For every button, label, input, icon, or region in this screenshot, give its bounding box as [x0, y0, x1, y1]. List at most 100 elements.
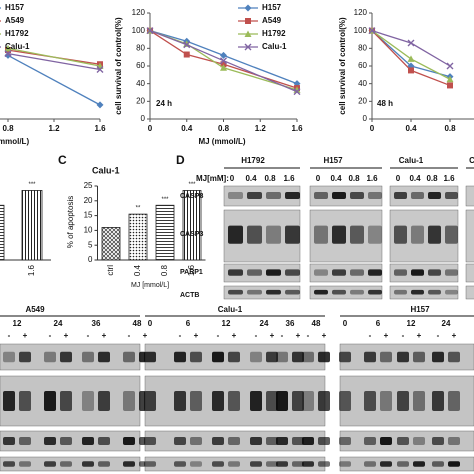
- blot-panel: [465, 285, 474, 300]
- y-tick-label: 60: [136, 61, 145, 70]
- treatment-label: +: [143, 331, 148, 340]
- treatment-label: -: [128, 331, 131, 340]
- x-tick-label: 0: [370, 124, 375, 133]
- lane-label: 1.6: [443, 174, 455, 183]
- x-axis-label: MJ [mmol/L]: [131, 282, 169, 289]
- legend-label: A549: [262, 16, 282, 25]
- blot-band: [250, 351, 262, 363]
- lane-label: 0: [316, 174, 321, 183]
- x-tick-label: 0.8: [444, 124, 456, 133]
- blot-band: [368, 192, 382, 199]
- blot-band: [190, 391, 202, 411]
- blot-band: [276, 437, 288, 445]
- annotation: ***: [188, 182, 196, 188]
- legend-marker: [244, 43, 252, 51]
- blot-band: [19, 437, 31, 445]
- blot-band: [397, 391, 409, 411]
- blot-band: [350, 192, 364, 199]
- y-tick-label: 20: [358, 96, 367, 105]
- time-label: 48: [133, 319, 142, 328]
- blot-band: [212, 391, 224, 411]
- annotation: 48 h: [377, 99, 393, 108]
- blot-band: [314, 192, 328, 199]
- blot-band: [445, 192, 458, 199]
- blot-band: [318, 461, 330, 467]
- treatment-label: -: [8, 331, 11, 340]
- blot-panel: [389, 285, 459, 300]
- data-point: [446, 75, 454, 83]
- blot-band: [98, 461, 110, 467]
- blot-band: [144, 391, 156, 411]
- treatment-label: -: [87, 331, 90, 340]
- data-point: [4, 50, 12, 58]
- blot-band: [250, 391, 262, 411]
- y-tick-label: 0: [141, 114, 146, 123]
- blot-band: [380, 391, 392, 411]
- blot-band: [413, 351, 425, 363]
- blot-band: [144, 351, 156, 363]
- blot-band: [266, 351, 278, 363]
- y-tick-label: 120: [354, 8, 368, 17]
- cell-line-header: A549: [25, 305, 45, 314]
- annotation: 24 h: [156, 99, 172, 108]
- treatment-label: +: [417, 331, 422, 340]
- lane-label: 0: [230, 174, 235, 183]
- blot-band: [445, 289, 458, 295]
- blot-band: [350, 225, 364, 244]
- legend-label: H157: [262, 3, 282, 12]
- blot-band: [380, 437, 392, 445]
- cell-line-header: Calu-1: [218, 305, 243, 314]
- blot-band: [364, 461, 376, 467]
- blot-band: [292, 461, 304, 467]
- x-tick-label: 0.4: [133, 264, 142, 276]
- blot-band: [98, 437, 110, 445]
- treatment-label: +: [270, 331, 275, 340]
- chart-title: Calu-1: [92, 165, 120, 175]
- blot-band: [339, 391, 351, 411]
- blot-band: [318, 437, 330, 445]
- blot-band: [364, 437, 376, 445]
- y-tick-label: 100: [132, 26, 146, 35]
- blot-band: [3, 461, 15, 467]
- blot-band: [247, 192, 262, 199]
- blot-band: [60, 351, 72, 363]
- lane-label: 1.6: [366, 174, 378, 183]
- blot-band: [332, 192, 346, 199]
- blot-band: [428, 289, 441, 295]
- blot-band: [428, 192, 441, 199]
- blot-band: [285, 225, 300, 244]
- x-tick-label: 1.2: [255, 124, 267, 133]
- series-line: [7, 54, 101, 106]
- blot-band: [276, 461, 288, 467]
- legend-label: Calu-1: [262, 42, 287, 51]
- protein-label: CASP3: [180, 231, 203, 238]
- blot-band: [247, 289, 262, 295]
- legend-marker: [244, 4, 252, 12]
- blot-band: [302, 461, 314, 467]
- blot-band: [190, 461, 202, 467]
- blot-band: [413, 461, 425, 467]
- time-label: 36: [92, 319, 101, 328]
- blot-band: [339, 437, 351, 445]
- blot-panel: [465, 209, 474, 263]
- time-label: 24: [260, 319, 269, 328]
- blot-band: [228, 269, 243, 276]
- blot-band: [332, 289, 346, 295]
- lane-label: 0.4: [409, 174, 421, 183]
- blot-band: [228, 289, 243, 295]
- treatment-label: -: [217, 331, 220, 340]
- blot-band: [266, 289, 281, 295]
- blot-band: [448, 437, 460, 445]
- legend-label: A549: [5, 16, 25, 25]
- blot-band: [394, 225, 407, 244]
- blot-band: [339, 461, 351, 467]
- blot-band: [60, 461, 72, 467]
- data-point: [183, 41, 191, 49]
- y-tick-label: 120: [132, 8, 146, 17]
- x-tick-label: 0.4: [181, 124, 193, 133]
- blot-band: [228, 192, 243, 199]
- blot-band: [98, 391, 110, 411]
- treatment-label: -: [307, 331, 310, 340]
- time-label: 24: [54, 319, 63, 328]
- protein-label: PARP1: [180, 269, 203, 276]
